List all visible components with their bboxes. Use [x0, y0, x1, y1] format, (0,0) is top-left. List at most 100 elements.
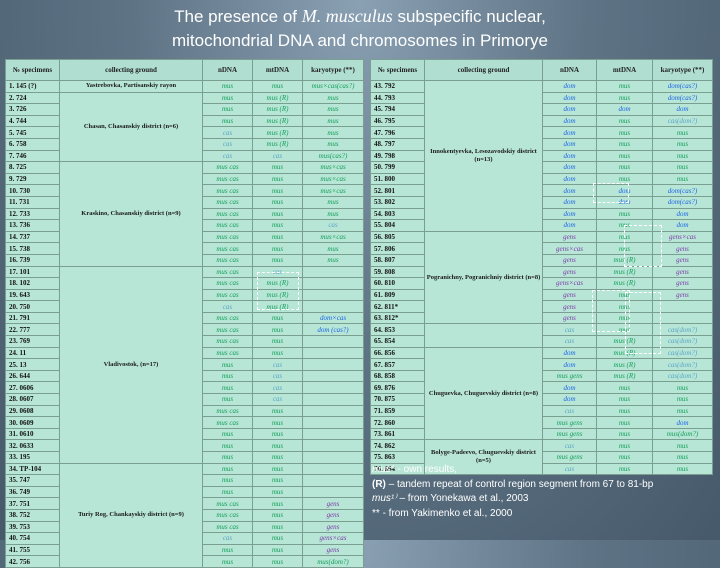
legend-text: – from Yonekawa et al., 2003	[396, 493, 529, 505]
specimen-number: 38. 752	[5, 508, 60, 522]
ndna-cell: mus	[202, 91, 253, 105]
col-header-ndna: nDNA	[202, 59, 253, 81]
karyotype-cell: mus	[302, 103, 364, 116]
table-row: 34. TP-104 Turiy Rog, Chankayskiy distric…	[5, 462, 364, 568]
table-row: 10. 730 mus cas mus mus×cas	[5, 184, 364, 197]
ndna-cell: mus cas	[202, 323, 253, 337]
mtdna-cell: cas	[252, 369, 303, 383]
karyotype-cell: mus(cas?)	[302, 149, 364, 163]
ndna-cell: mus cas	[202, 508, 253, 522]
ndna-cell: mus cas	[202, 253, 253, 267]
specimen-number: 14. 737	[5, 230, 60, 244]
specimen-number: 56. 805	[370, 230, 425, 244]
legend-term: **	[372, 507, 380, 519]
ndna-cell: cas	[542, 335, 597, 348]
table-row: 33. 195 mus mus	[5, 451, 364, 464]
specimen-number: 34. TP-104	[5, 462, 60, 476]
karyotype-cell: gens	[652, 265, 713, 279]
specimen-number: 61. 809	[370, 288, 425, 302]
specimen-number: 4. 744	[5, 114, 60, 128]
specimen-number: 43. 792	[370, 80, 425, 93]
specimen-number: 20. 750	[5, 300, 60, 313]
ndna-cell: mus cas	[202, 161, 253, 174]
title-line-2: mitochondrial DNA and chromosomes in Pri…	[171, 31, 549, 50]
ndna-cell: mus	[202, 381, 253, 395]
specimen-number: 41. 755	[5, 543, 60, 557]
ndna-cell: dom	[542, 103, 597, 116]
specimen-number: 1. 145 (?)	[5, 80, 60, 93]
right-specimen-table: № specimens collecting ground nDNA mtDNA…	[370, 59, 713, 476]
specimen-number: 29. 0608	[5, 404, 60, 418]
table-row: 31. 0610 mus mus	[5, 427, 364, 441]
ndna-cell: dom	[542, 161, 597, 174]
ndna-cell: mus cas	[202, 184, 253, 197]
table-row: 60. 810 gens×cas mus (R) gens	[370, 277, 713, 290]
karyotype-cell: dom(cas?)	[652, 80, 713, 93]
table-row: 66. 856 Chuguevka, Chuguevskiy district (…	[370, 346, 713, 441]
title-line-1: The presence of M. musculus subspecific …	[0, 4, 720, 29]
mtdna-cell: mus (R)	[596, 265, 653, 279]
table-row: 8. 725 Kraskino, Chasanskiy district (n=9…	[5, 161, 364, 267]
slide-title: The presence of M. musculus subspecific …	[0, 4, 720, 53]
ndna-cell: mus cas	[202, 172, 253, 186]
specimen-number: 35. 747	[5, 474, 60, 487]
collecting-ground-cell: Turiy Rog, Chankayskiy district (n=9)	[59, 462, 203, 568]
specimen-number: 62. 811*	[370, 300, 425, 313]
ndna-cell: mus cas	[202, 277, 253, 290]
legend-term: mus¹⁾	[372, 493, 397, 505]
table-row: 6. 758 cas mus (R) mus	[5, 137, 364, 151]
mtdna-cell: mus	[252, 520, 303, 534]
mtdna-cell: mus	[252, 219, 303, 232]
specimen-number: 31. 0610	[5, 427, 60, 441]
karyotype-cell	[302, 265, 364, 279]
ndna-cell: gens×cas	[542, 242, 597, 255]
mtdna-cell: mus	[252, 462, 303, 476]
mtdna-cell: mus	[252, 230, 303, 244]
karyotype-cell: cas(dom?)	[652, 346, 713, 360]
ndna-cell: mus cas	[202, 219, 253, 232]
table-row: 1. 145 (?) Yastrebovka, Partisanskiy rayo…	[5, 80, 364, 93]
collecting-ground-cell: Chasan, Chasanskiy district (n=6)	[59, 91, 203, 163]
ndna-cell: mus cas	[202, 207, 253, 221]
karyotype-cell: mus(dom?)	[302, 555, 364, 568]
ndna-cell: mus	[202, 555, 253, 568]
mtdna-cell: mus	[596, 207, 653, 221]
karyotype-cell: mus	[302, 91, 364, 105]
table-row: 25. 13 mus cas	[5, 358, 364, 371]
ndna-cell: dom	[542, 137, 597, 151]
specimen-number: 11. 731	[5, 195, 60, 209]
specimen-number: 18. 102	[5, 277, 60, 290]
karyotype-cell	[302, 404, 364, 418]
specimen-number: 9. 729	[5, 172, 60, 186]
table-row: 14. 737 mus cas mus mus×cas	[5, 230, 364, 244]
table-row: 39. 753 mus cas mus gens	[5, 520, 364, 534]
mtdna-cell: mus	[596, 80, 653, 93]
karyotype-cell: mus	[302, 114, 364, 128]
specimen-number: 33. 195	[5, 451, 60, 464]
karyotype-cell: mus	[302, 207, 364, 221]
karyotype-cell: mus	[652, 439, 713, 452]
table-row: 27. 0606 mus cas	[5, 381, 364, 395]
ndna-cell: dom	[542, 393, 597, 406]
specimen-number: 58. 807	[370, 253, 425, 267]
karyotype-cell: dom (cas?)	[302, 323, 364, 337]
specimen-number: 16. 739	[5, 253, 60, 267]
ndna-cell: dom	[542, 358, 597, 371]
ndna-cell: mus	[202, 358, 253, 371]
karyotype-cell: gens	[652, 277, 713, 290]
ndna-cell: dom	[542, 219, 597, 232]
ndna-cell: mus gens	[542, 369, 597, 383]
specimen-number: 40. 754	[5, 532, 60, 545]
karyotype-cell	[302, 369, 364, 383]
table-row: 67. 857 dom mus (R) cas(dom?)	[370, 358, 713, 371]
specimen-number: 47. 796	[370, 126, 425, 139]
karyotype-cell: gens	[302, 508, 364, 522]
specimen-number: 68. 858	[370, 369, 425, 383]
specimen-number: 73. 861	[370, 427, 425, 441]
collecting-ground-cell: Kraskino, Chasanskiy district (n=9)	[59, 161, 203, 267]
mtdna-cell: mus	[596, 393, 653, 406]
mtdna-cell: mus	[252, 323, 303, 337]
karyotype-cell: dom	[652, 103, 713, 116]
mtdna-cell: mus	[252, 184, 303, 197]
mtdna-cell: mus	[252, 253, 303, 267]
